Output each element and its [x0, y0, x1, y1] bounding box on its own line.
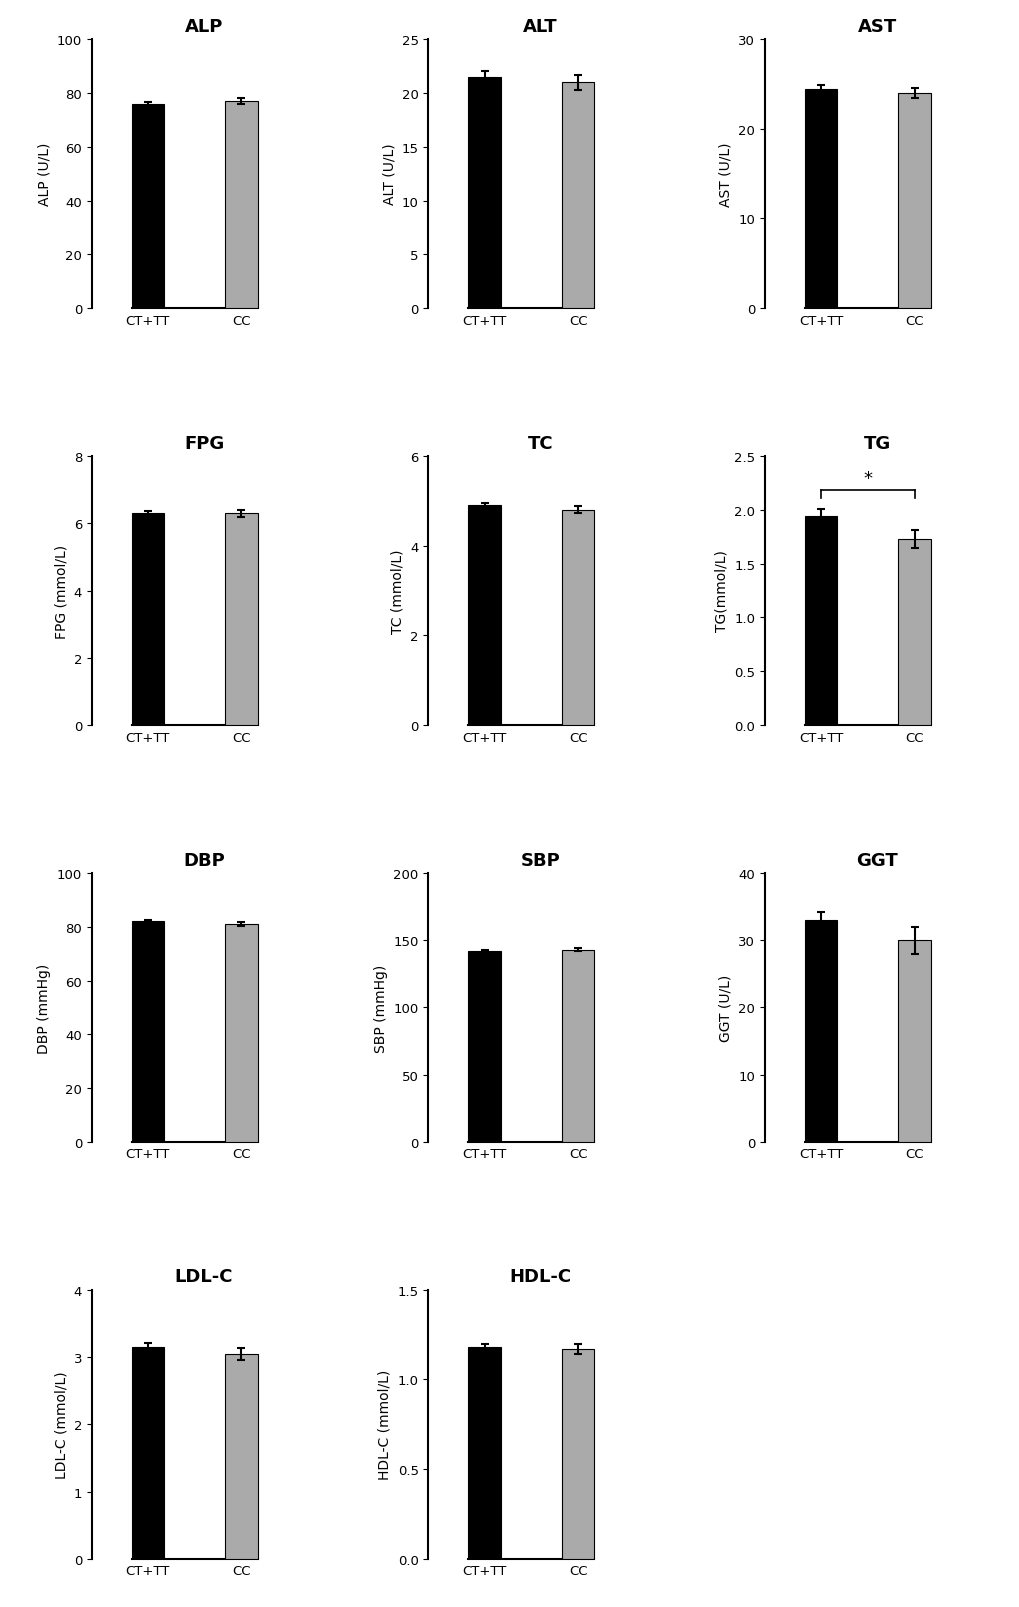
Bar — [468, 506, 500, 726]
Bar — [225, 924, 258, 1143]
Title: HDL-C: HDL-C — [510, 1268, 571, 1286]
Bar — [225, 1353, 258, 1559]
Bar — [898, 940, 930, 1143]
Bar — [131, 514, 164, 726]
Bar — [561, 950, 594, 1143]
Y-axis label: DBP (mmHg): DBP (mmHg) — [38, 963, 51, 1053]
Y-axis label: TC (mmol/L): TC (mmol/L) — [390, 550, 405, 633]
Bar — [804, 90, 837, 309]
Title: DBP: DBP — [183, 852, 224, 869]
Bar — [804, 517, 837, 726]
Title: GGT: GGT — [856, 852, 897, 869]
Y-axis label: HDL-C (mmol/L): HDL-C (mmol/L) — [378, 1369, 391, 1480]
Bar — [225, 514, 258, 726]
Title: ALP: ALP — [184, 18, 223, 35]
Y-axis label: SBP (mmHg): SBP (mmHg) — [373, 964, 387, 1053]
Title: ALT: ALT — [523, 18, 557, 35]
Bar — [561, 1350, 594, 1559]
Y-axis label: AST (U/L): AST (U/L) — [718, 143, 732, 207]
Bar — [804, 921, 837, 1143]
Bar — [131, 104, 164, 309]
Bar — [468, 77, 500, 309]
Y-axis label: ALT (U/L): ALT (U/L) — [382, 143, 395, 206]
Bar — [898, 93, 930, 309]
Y-axis label: TG(mmol/L): TG(mmol/L) — [714, 550, 728, 632]
Title: LDL-C: LDL-C — [174, 1268, 233, 1286]
Title: TG: TG — [863, 434, 890, 453]
Bar — [468, 951, 500, 1143]
Bar — [131, 922, 164, 1143]
Bar — [898, 540, 930, 726]
Y-axis label: LDL-C (mmol/L): LDL-C (mmol/L) — [54, 1371, 68, 1478]
Text: *: * — [862, 469, 871, 489]
Title: TC: TC — [527, 434, 553, 453]
Y-axis label: ALP (U/L): ALP (U/L) — [38, 143, 51, 206]
Title: FPG: FPG — [183, 434, 224, 453]
Title: SBP: SBP — [521, 852, 559, 869]
Bar — [561, 511, 594, 726]
Y-axis label: GGT (U/L): GGT (U/L) — [718, 974, 732, 1041]
Title: AST: AST — [857, 18, 896, 35]
Bar — [225, 101, 258, 309]
Y-axis label: FPG (mmol/L): FPG (mmol/L) — [54, 545, 68, 638]
Bar — [561, 84, 594, 309]
Bar — [131, 1347, 164, 1559]
Bar — [468, 1347, 500, 1559]
